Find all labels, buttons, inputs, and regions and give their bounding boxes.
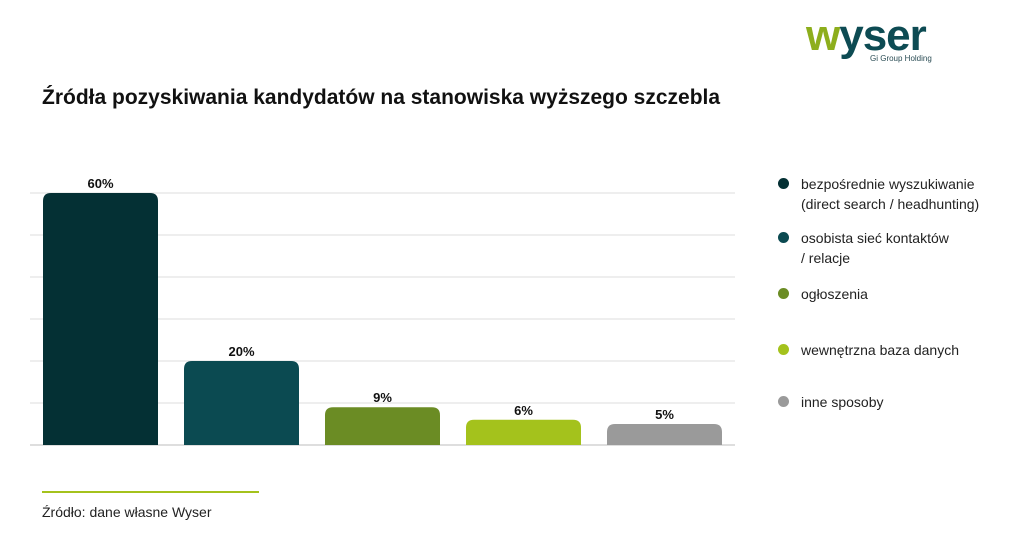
bar-value-label: 60% (87, 176, 113, 191)
bar-3 (325, 407, 440, 445)
source-divider (42, 491, 259, 493)
legend-swatch (778, 288, 789, 299)
legend-label: bezpośrednie wyszukiwanie (direct search… (801, 176, 980, 212)
bar-value-label: 20% (228, 344, 254, 359)
wyser-logo: wyser Gi Group Holding (806, 14, 946, 66)
bar-value-label: 6% (514, 403, 533, 418)
legend-swatch (778, 232, 789, 243)
logo-tagline: Gi Group Holding (870, 54, 932, 63)
legend-label: ogłoszenia (801, 286, 868, 302)
bar-4 (466, 419, 581, 445)
bar-value-label: 5% (655, 407, 674, 422)
logo-wordmark: wyser (806, 11, 927, 60)
legend-swatch (778, 178, 789, 189)
legend-item: inne sposoby (778, 392, 884, 412)
legend-item: osobista sieć kontaktów / relacje (778, 228, 949, 268)
bar-5 (607, 424, 722, 445)
bar-1 (43, 193, 158, 445)
legend-label: osobista sieć kontaktów / relacje (801, 230, 949, 266)
legend-item: ogłoszenia (778, 284, 868, 304)
legend-swatch (778, 344, 789, 355)
logo-rest: yser (839, 11, 927, 60)
bar-chart: 60% 20% 9% 6% 5% (30, 176, 735, 446)
legend-item: bezpośrednie wyszukiwanie (direct search… (778, 174, 979, 214)
legend-swatch (778, 396, 789, 407)
chart-title: Źródła pozyskiwania kandydatów na stanow… (42, 86, 721, 109)
bar-2 (184, 361, 299, 445)
logo-w: w (806, 11, 840, 60)
bar-value-label: 9% (373, 390, 392, 405)
legend-label: inne sposoby (801, 394, 884, 410)
legend-item: wewnętrzna baza danych (778, 340, 959, 360)
legend-label: wewnętrzna baza danych (801, 342, 959, 358)
source-note: Źródło: dane własne Wyser (42, 504, 212, 520)
